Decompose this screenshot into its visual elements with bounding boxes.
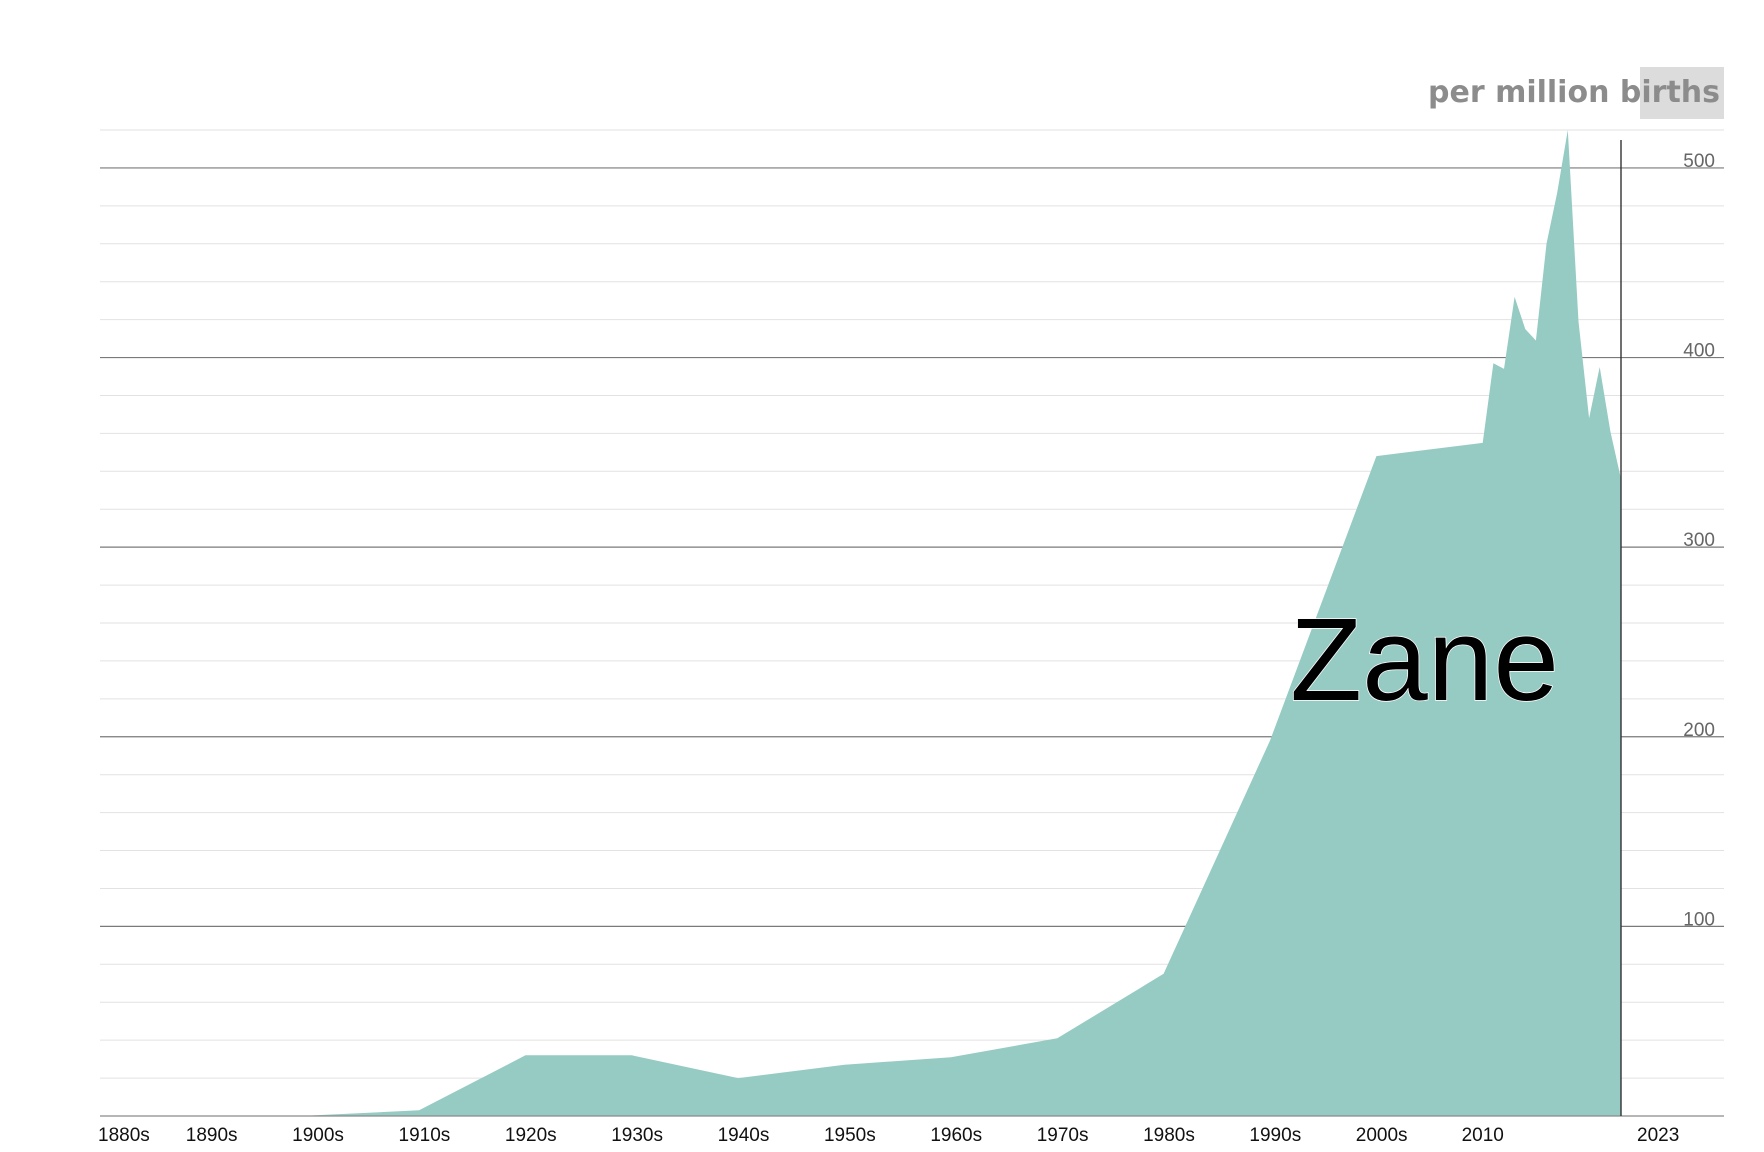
x-tick-label: 1940s (718, 1125, 770, 1146)
x-tick-label: 1990s (1249, 1125, 1301, 1146)
units-label-highlighted-word: births (1620, 75, 1720, 110)
area-series-layer (312, 130, 1622, 1116)
label-layer: 100 200 300 400 500 1880s 1890s 1900s 1910s 1920s… (98, 67, 1724, 1146)
x-tick-label: 1960s (930, 1125, 982, 1146)
x-tick-label: 2000s (1356, 1125, 1408, 1146)
x-tick-label: 1880s (98, 1125, 150, 1146)
y-tick-label: 500 (1683, 151, 1715, 172)
x-tick-label: 2023 (1637, 1125, 1679, 1146)
units-highlight (1640, 67, 1724, 119)
x-tick-label: 1970s (1037, 1125, 1089, 1146)
x-tick-label: 1910s (399, 1125, 451, 1146)
x-tick-label: 1930s (611, 1125, 663, 1146)
x-tick-label: 1890s (186, 1125, 238, 1146)
y-tick-label: 100 (1683, 909, 1715, 930)
x-tick-label: 1980s (1143, 1125, 1195, 1146)
y-tick-label: 400 (1683, 341, 1715, 362)
name-label: Zane (1290, 594, 1559, 726)
x-tick-label: 1950s (824, 1125, 876, 1146)
area-series (312, 130, 1622, 1116)
units-label: per million births (1428, 75, 1720, 110)
x-tick-label: 1900s (292, 1125, 344, 1146)
y-tick-label: 200 (1683, 720, 1715, 741)
axis-layer (100, 140, 1724, 1117)
y-tick-label: 300 (1683, 530, 1715, 551)
x-tick-label: 1920s (505, 1125, 557, 1146)
units-label-part: per million (1428, 75, 1620, 110)
x-tick-label: 2010 (1462, 1125, 1504, 1146)
